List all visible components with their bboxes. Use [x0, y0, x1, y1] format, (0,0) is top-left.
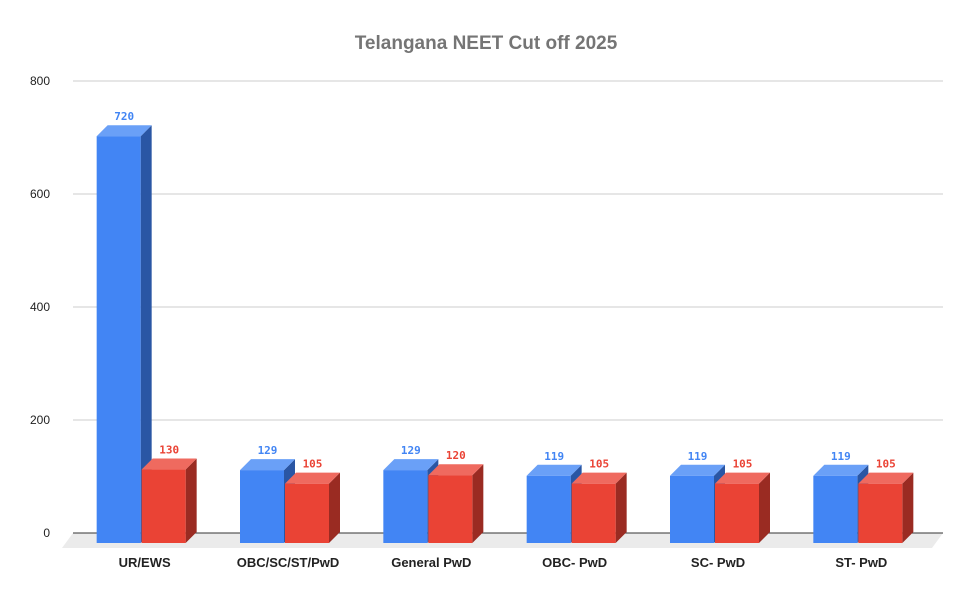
data-label: 130: [159, 444, 179, 457]
bar-series2-5: [858, 472, 914, 543]
bar-top: [571, 472, 627, 484]
bar-front: [383, 470, 428, 543]
bar-top: [428, 464, 484, 476]
bar-top: [813, 464, 869, 476]
bar-series2-0: [141, 458, 197, 543]
data-label: 105: [733, 458, 753, 471]
bar-side: [185, 458, 197, 543]
data-label: 119: [544, 450, 564, 463]
bar-front: [428, 475, 473, 543]
data-label: 129: [401, 444, 421, 457]
bar-side: [902, 472, 914, 543]
bar-top: [285, 472, 340, 484]
bar-front: [526, 475, 571, 543]
y-tick-label: 800: [30, 74, 50, 88]
bar-series2-4: [715, 472, 770, 543]
x-tick-label: ST- PwD: [835, 555, 887, 570]
chart-floor: [62, 533, 943, 548]
data-label: 720: [114, 110, 134, 123]
x-tick-label: UR/EWS: [119, 555, 171, 570]
bar-top: [383, 459, 439, 471]
bar-side: [140, 125, 152, 543]
data-label: 105: [303, 458, 323, 471]
data-label: 129: [258, 444, 278, 457]
bar-front: [96, 136, 141, 543]
bar-top: [526, 464, 582, 476]
bar-top: [858, 472, 914, 484]
bar-top: [670, 464, 725, 476]
bar-side: [615, 472, 627, 543]
x-tick-label: SC- PwD: [691, 555, 745, 570]
y-tick-label: 600: [30, 187, 50, 201]
bar-side: [759, 472, 770, 543]
bar-top: [715, 472, 770, 484]
data-label: 120: [446, 449, 466, 462]
y-tick-label: 0: [43, 526, 50, 540]
bar-side: [472, 464, 484, 543]
bar-series2-3: [571, 472, 627, 543]
bar-top: [141, 458, 197, 470]
data-label: 105: [876, 458, 896, 471]
chart-title: Telangana NEET Cut off 2025: [355, 33, 618, 54]
bar-top: [240, 459, 295, 471]
bar-front: [858, 483, 903, 543]
bar-front: [571, 483, 616, 543]
x-tick-label: General PwD: [391, 555, 471, 570]
bar-front: [285, 483, 329, 543]
bar-series1-0: [96, 125, 152, 543]
bar-front: [240, 470, 284, 543]
x-tick-label: OBC- PwD: [542, 555, 607, 570]
bar-front: [715, 483, 759, 543]
bar-front: [813, 475, 858, 543]
bar-front: [670, 475, 714, 543]
bar-front: [141, 469, 186, 543]
bar-series2-1: [285, 472, 340, 543]
y-tick-label: 400: [30, 300, 50, 314]
data-label: 105: [589, 458, 609, 471]
bar-side: [329, 472, 340, 543]
bar-top: [96, 125, 152, 137]
x-tick-label: OBC/SC/ST/PwD: [237, 555, 340, 570]
data-label: 119: [831, 450, 851, 463]
bar-series2-2: [428, 464, 484, 543]
data-label: 119: [688, 450, 708, 463]
y-tick-label: 200: [30, 413, 50, 427]
